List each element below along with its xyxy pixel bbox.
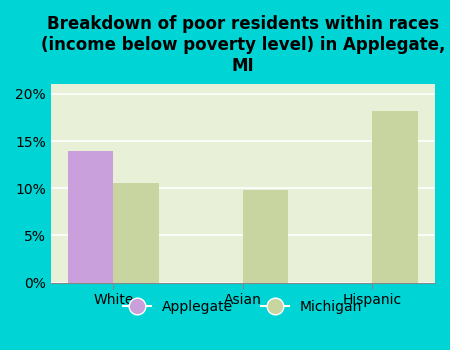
Title: Breakdown of poor residents within races
(income below poverty level) in Applega: Breakdown of poor residents within races… — [40, 15, 445, 75]
Bar — [372, 111, 418, 283]
Bar — [68, 150, 113, 283]
Bar — [113, 183, 159, 283]
Bar — [243, 190, 288, 283]
Legend: Applegate, Michigan: Applegate, Michigan — [118, 294, 368, 319]
